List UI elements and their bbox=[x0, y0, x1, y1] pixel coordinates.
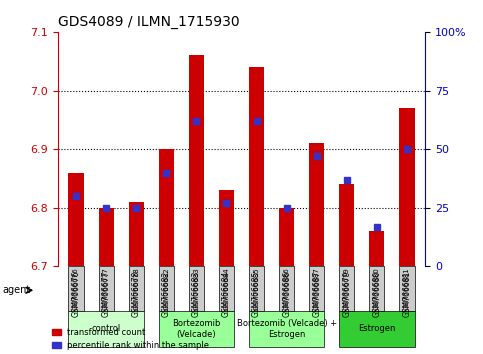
Text: GSM766682: GSM766682 bbox=[163, 268, 169, 310]
FancyBboxPatch shape bbox=[399, 267, 414, 311]
FancyBboxPatch shape bbox=[128, 267, 144, 311]
Text: GSM766684: GSM766684 bbox=[224, 268, 229, 310]
Text: GSM766676: GSM766676 bbox=[73, 268, 79, 310]
Bar bbox=[69, 173, 84, 267]
Text: GSM766683: GSM766683 bbox=[193, 268, 199, 310]
Bar bbox=[219, 190, 234, 267]
Text: GDS4089 / ILMN_1715930: GDS4089 / ILMN_1715930 bbox=[58, 16, 240, 29]
Text: agent: agent bbox=[2, 285, 30, 295]
Text: GSM766681: GSM766681 bbox=[404, 268, 410, 310]
Bar bbox=[309, 143, 324, 267]
Text: GSM766685: GSM766685 bbox=[252, 270, 261, 317]
Text: GSM766680: GSM766680 bbox=[374, 268, 380, 310]
Text: GSM766684: GSM766684 bbox=[222, 270, 231, 317]
Text: control: control bbox=[91, 324, 121, 333]
Bar bbox=[279, 208, 294, 267]
FancyBboxPatch shape bbox=[69, 311, 144, 347]
Text: GSM766681: GSM766681 bbox=[402, 270, 412, 317]
FancyBboxPatch shape bbox=[69, 267, 84, 311]
Text: GSM766683: GSM766683 bbox=[192, 270, 201, 317]
Text: GSM766686: GSM766686 bbox=[284, 268, 290, 310]
FancyBboxPatch shape bbox=[219, 267, 234, 311]
FancyBboxPatch shape bbox=[339, 267, 355, 311]
Text: GSM766679: GSM766679 bbox=[342, 270, 351, 317]
Text: Estrogen: Estrogen bbox=[358, 324, 396, 333]
Text: GSM766687: GSM766687 bbox=[314, 268, 320, 310]
Bar bbox=[128, 202, 144, 267]
Text: Bortezomib (Velcade) +
Estrogen: Bortezomib (Velcade) + Estrogen bbox=[237, 319, 337, 338]
Text: GSM766678: GSM766678 bbox=[133, 268, 139, 310]
Text: GSM766676: GSM766676 bbox=[71, 270, 81, 317]
Text: GSM766680: GSM766680 bbox=[372, 270, 382, 317]
Text: Bortezomib
(Velcade): Bortezomib (Velcade) bbox=[172, 319, 221, 338]
Bar bbox=[99, 208, 114, 267]
Bar bbox=[369, 231, 384, 267]
Text: GSM766685: GSM766685 bbox=[254, 268, 259, 310]
Legend: transformed count, percentile rank within the sample: transformed count, percentile rank withi… bbox=[53, 328, 210, 350]
FancyBboxPatch shape bbox=[249, 311, 324, 347]
Text: GSM766678: GSM766678 bbox=[132, 270, 141, 317]
Text: GSM766682: GSM766682 bbox=[162, 270, 171, 317]
Bar bbox=[399, 108, 414, 267]
Bar bbox=[339, 184, 355, 267]
Text: GSM766686: GSM766686 bbox=[282, 270, 291, 317]
Bar bbox=[159, 149, 174, 267]
Text: GSM766687: GSM766687 bbox=[312, 270, 321, 317]
FancyBboxPatch shape bbox=[189, 267, 204, 311]
FancyBboxPatch shape bbox=[369, 267, 384, 311]
Bar bbox=[189, 55, 204, 267]
FancyBboxPatch shape bbox=[339, 311, 414, 347]
Bar bbox=[249, 67, 264, 267]
FancyBboxPatch shape bbox=[159, 267, 174, 311]
FancyBboxPatch shape bbox=[249, 267, 264, 311]
FancyBboxPatch shape bbox=[279, 267, 294, 311]
FancyBboxPatch shape bbox=[309, 267, 324, 311]
FancyBboxPatch shape bbox=[99, 267, 114, 311]
FancyBboxPatch shape bbox=[159, 311, 234, 347]
Text: GSM766677: GSM766677 bbox=[101, 270, 111, 317]
Text: GSM766677: GSM766677 bbox=[103, 268, 109, 310]
Text: GSM766679: GSM766679 bbox=[344, 268, 350, 310]
